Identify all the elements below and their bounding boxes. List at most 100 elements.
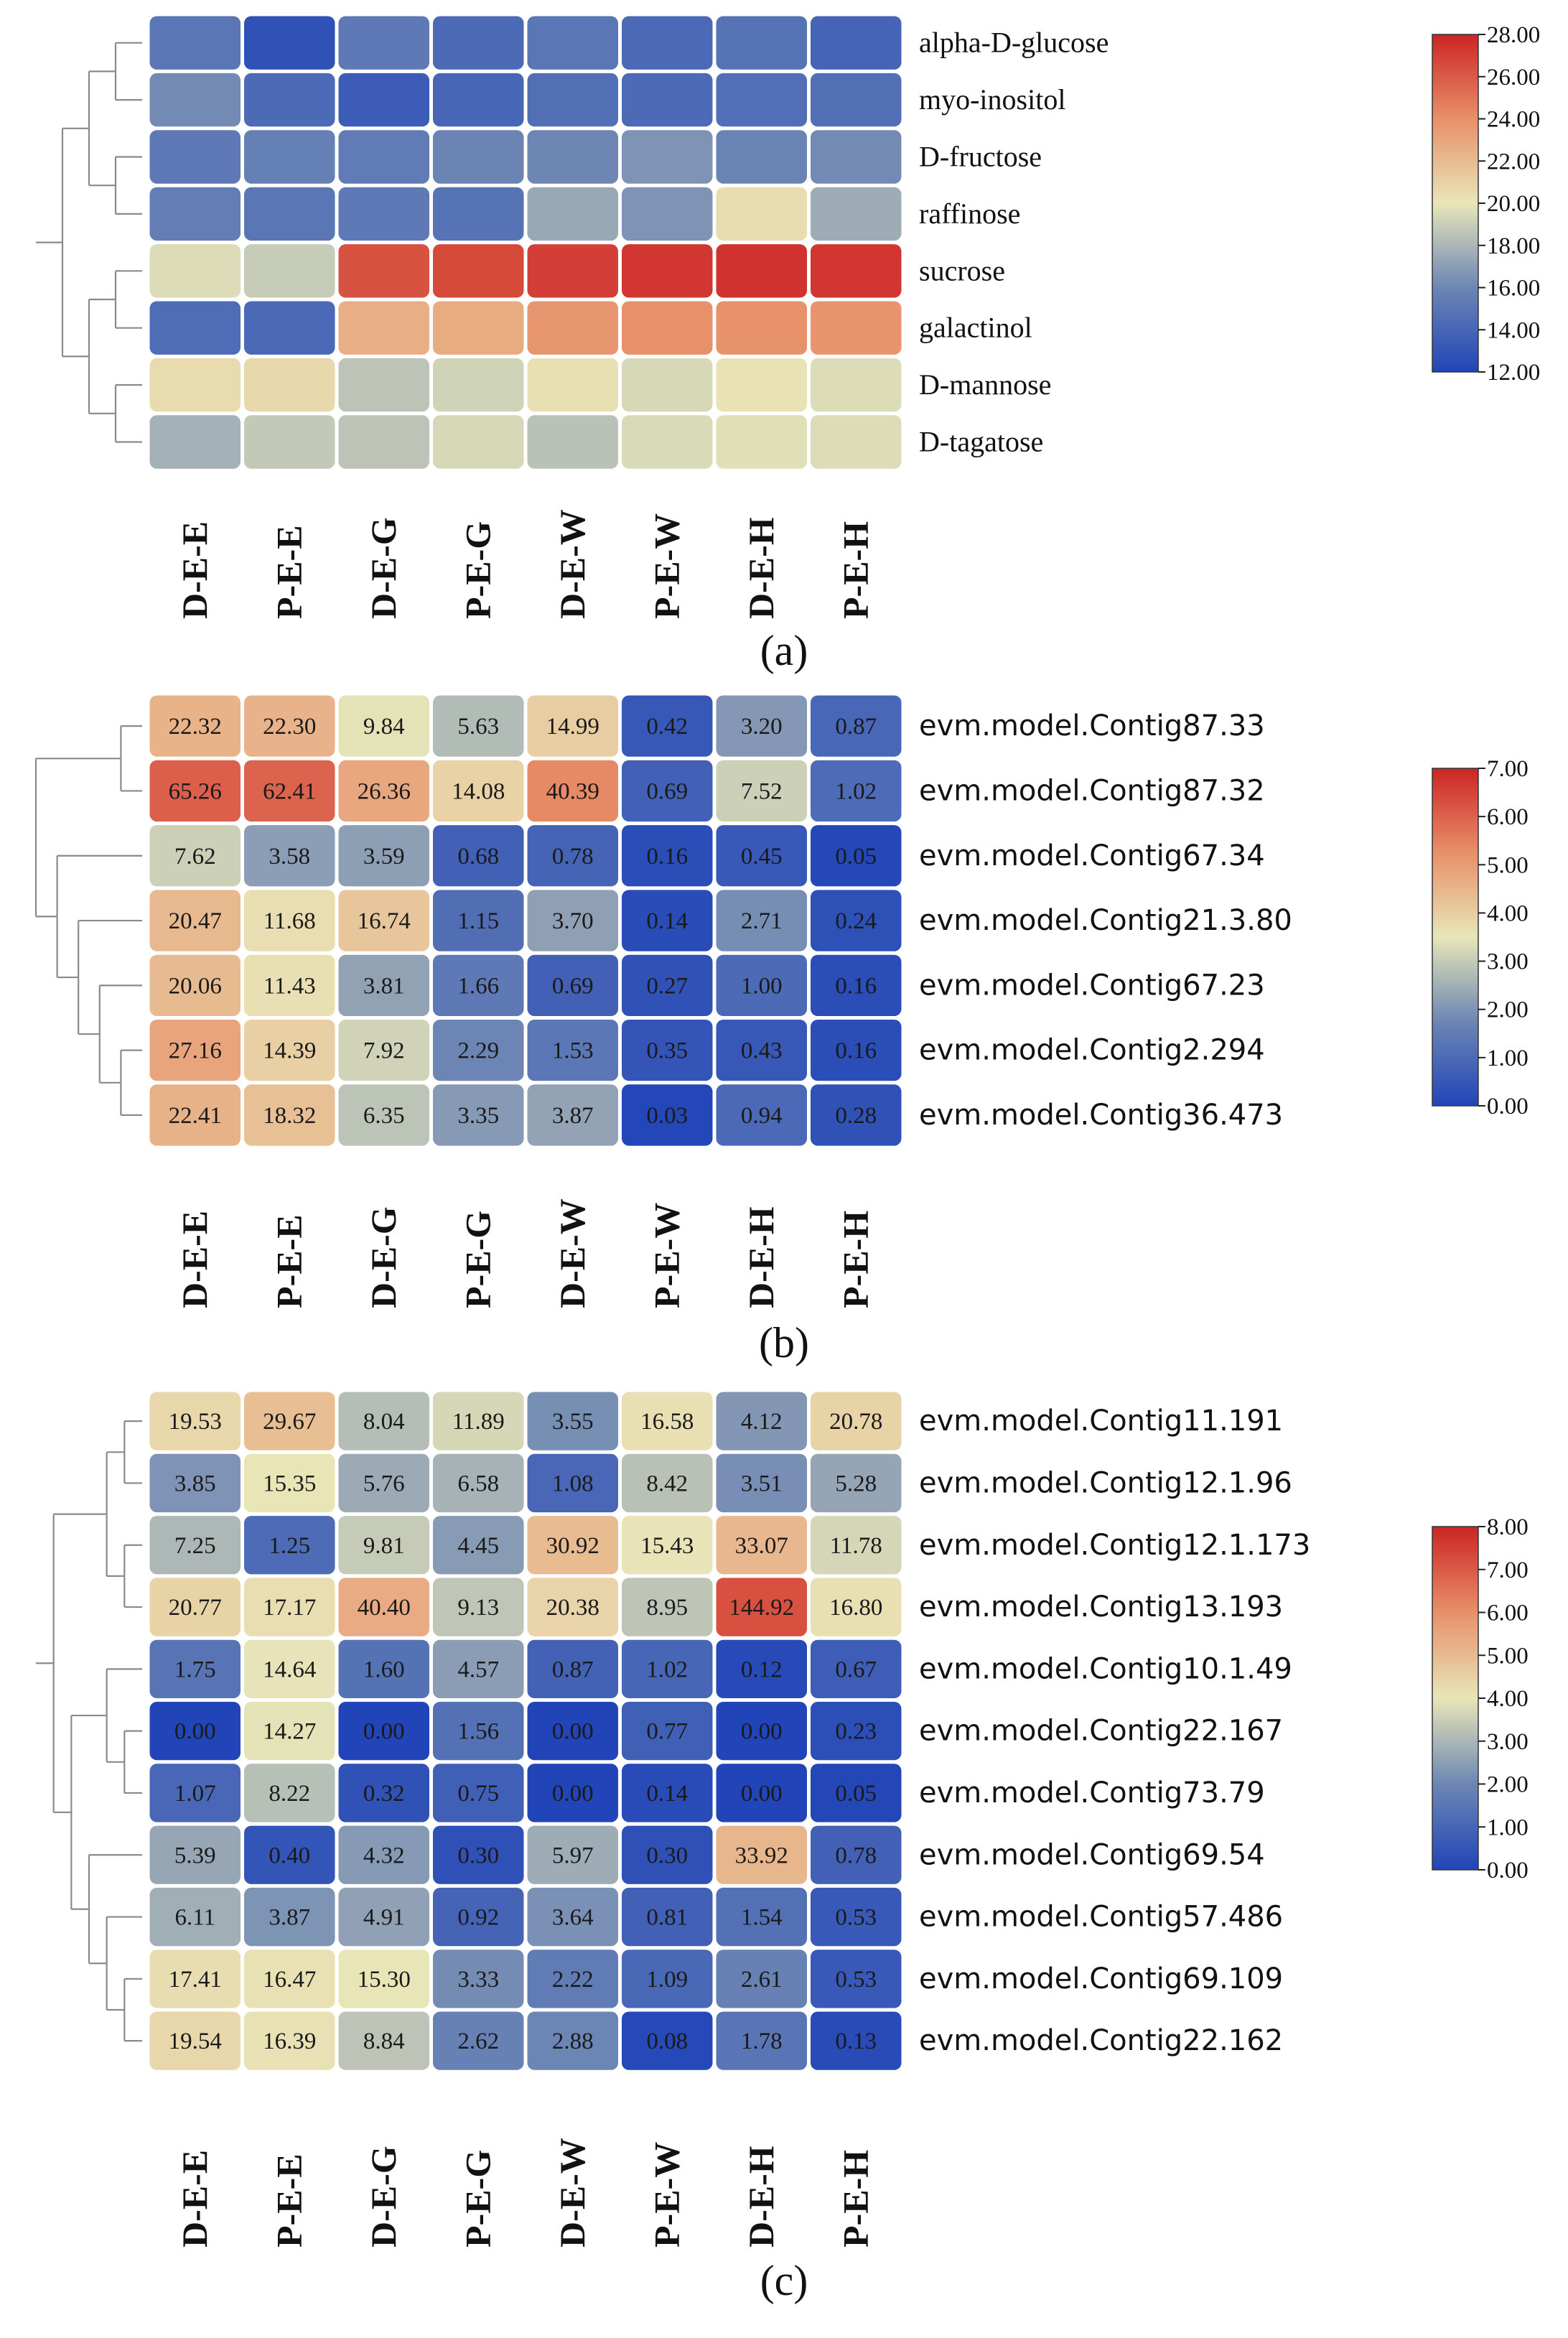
heatmap-cell <box>244 1453 335 1513</box>
panel-label: (b) <box>759 1319 809 1366</box>
cell-value-label: 6.58 <box>457 1471 499 1496</box>
row-label: evm.model.Contig73.79 <box>919 1776 1265 1810</box>
cell-value-label: 16.74 <box>358 908 411 934</box>
heatmap-cell <box>433 1084 524 1146</box>
heatmap-cell <box>433 760 524 822</box>
heatmap-cell <box>338 244 429 298</box>
heatmap-cell <box>811 1950 902 2008</box>
heatmap-cell <box>811 1516 902 1575</box>
cell-value-label: 3.20 <box>741 714 783 740</box>
heatmap-cell <box>622 1084 713 1146</box>
cell-value-label: 7.52 <box>741 778 783 804</box>
heatmap-cell <box>622 1392 713 1450</box>
heatmap-cell <box>244 130 335 184</box>
heatmap-cell <box>527 1950 618 2008</box>
column-label: P-E-E <box>269 2153 309 2248</box>
cell-value-label: 5.63 <box>457 714 499 740</box>
colorbar-tick-label: 3.00 <box>1487 949 1529 975</box>
heatmap-cell <box>527 358 618 412</box>
panel-label: (c) <box>760 2257 808 2304</box>
heatmap-cell <box>716 415 807 469</box>
row-label: evm.model.Contig67.23 <box>919 969 1265 1002</box>
column-label: P-E-W <box>646 2142 686 2248</box>
heatmap-cell <box>811 1084 902 1146</box>
cell-value-label: 3.64 <box>552 1905 594 1931</box>
heatmap-cell <box>716 695 807 757</box>
row-label: D-fructose <box>919 141 1042 173</box>
cell-value-label: 3.85 <box>174 1471 216 1496</box>
cell-value-label: 0.35 <box>646 1038 688 1064</box>
cell-value-label: 6.35 <box>363 1103 405 1129</box>
cell-value-label: 14.39 <box>263 1038 316 1064</box>
heatmap-cell <box>811 760 902 822</box>
heatmap-cell <box>338 1825 429 1884</box>
heatmap-cell <box>716 1639 807 1698</box>
heatmap-cell <box>622 187 713 241</box>
cell-value-label: 18.32 <box>263 1103 316 1129</box>
cell-value-label: 20.47 <box>169 908 222 934</box>
heatmap-cell <box>622 2011 713 2070</box>
row-label: sucrose <box>919 254 1005 287</box>
heatmap-cell <box>622 1639 713 1698</box>
colorbar-tick-label: 4.00 <box>1487 900 1529 926</box>
row-label: D-mannose <box>919 368 1051 401</box>
cell-value-label: 0.40 <box>269 1843 310 1868</box>
heatmap-cell <box>338 825 429 887</box>
heatmap-cell <box>527 2011 618 2070</box>
cell-value-label: 0.53 <box>835 1905 877 1931</box>
row-label: evm.model.Contig87.33 <box>919 709 1265 742</box>
cell-value-label: 5.97 <box>552 1843 594 1868</box>
cell-value-label: 0.92 <box>457 1905 499 1931</box>
row-label: evm.model.Contig10.1.49 <box>919 1652 1292 1685</box>
cell-value-label: 14.27 <box>263 1719 316 1745</box>
heatmap-cell <box>149 1825 241 1884</box>
heatmap-cell <box>811 954 902 1016</box>
row-label: alpha-D-glucose <box>919 27 1109 59</box>
heatmap-cell <box>149 73 241 127</box>
cell-value-label: 0.30 <box>457 1843 499 1868</box>
cell-value-label: 3.59 <box>363 844 405 870</box>
column-label: D-E-W <box>552 2138 592 2248</box>
heatmap-cell <box>527 16 618 70</box>
colorbar-tick-label: 0.00 <box>1487 1858 1529 1883</box>
cell-value-label: 1.53 <box>552 1038 594 1064</box>
cell-value-label: 19.53 <box>169 1409 222 1435</box>
cell-value-label: 1.75 <box>174 1657 216 1682</box>
column-label: D-E-H <box>741 2146 781 2248</box>
heatmap-cell <box>338 1084 429 1146</box>
cell-value-label: 1.15 <box>457 908 499 934</box>
cell-value-label: 0.16 <box>835 973 877 999</box>
heatmap-cell <box>338 16 429 70</box>
heatmap-cell <box>244 890 335 951</box>
heatmap-cell <box>433 244 524 298</box>
heatmap-cell <box>149 415 241 469</box>
row-label: evm.model.Contig13.193 <box>919 1591 1283 1624</box>
heatmap-cell <box>149 1392 241 1450</box>
heatmap-cell <box>149 1084 241 1146</box>
cell-value-label: 3.70 <box>552 908 594 934</box>
cell-value-label: 15.43 <box>640 1533 694 1559</box>
cell-value-label: 2.71 <box>741 908 783 934</box>
cell-value-label: 14.64 <box>263 1657 316 1682</box>
cell-value-label: 30.92 <box>546 1533 599 1559</box>
cell-value-label: 4.57 <box>457 1657 499 1682</box>
cell-value-label: 3.51 <box>741 1471 783 1496</box>
heatmap-cell <box>527 1392 618 1450</box>
cell-value-label: 1.54 <box>741 1905 783 1931</box>
cell-value-label: 0.67 <box>835 1657 877 1682</box>
heatmap-cell <box>433 1764 524 1822</box>
cell-value-label: 0.23 <box>835 1719 877 1745</box>
heatmap-cell <box>244 187 335 241</box>
heatmap-cell <box>716 2011 807 2070</box>
colorbar-tick-label: 8.00 <box>1487 1514 1529 1540</box>
heatmap-cell <box>244 1578 335 1636</box>
colorbar-tick-label: 6.00 <box>1487 1601 1529 1626</box>
cell-value-label: 2.62 <box>457 2029 499 2054</box>
heatmap-cell <box>244 954 335 1016</box>
cell-value-label: 1.02 <box>835 778 877 804</box>
colorbar-tick-label: 28.00 <box>1487 22 1540 48</box>
heatmap-cell <box>622 1516 713 1575</box>
heatmap-cell <box>622 130 713 184</box>
heatmap-cell <box>716 1084 807 1146</box>
colorbar-tick-label: 1.00 <box>1487 1045 1529 1071</box>
